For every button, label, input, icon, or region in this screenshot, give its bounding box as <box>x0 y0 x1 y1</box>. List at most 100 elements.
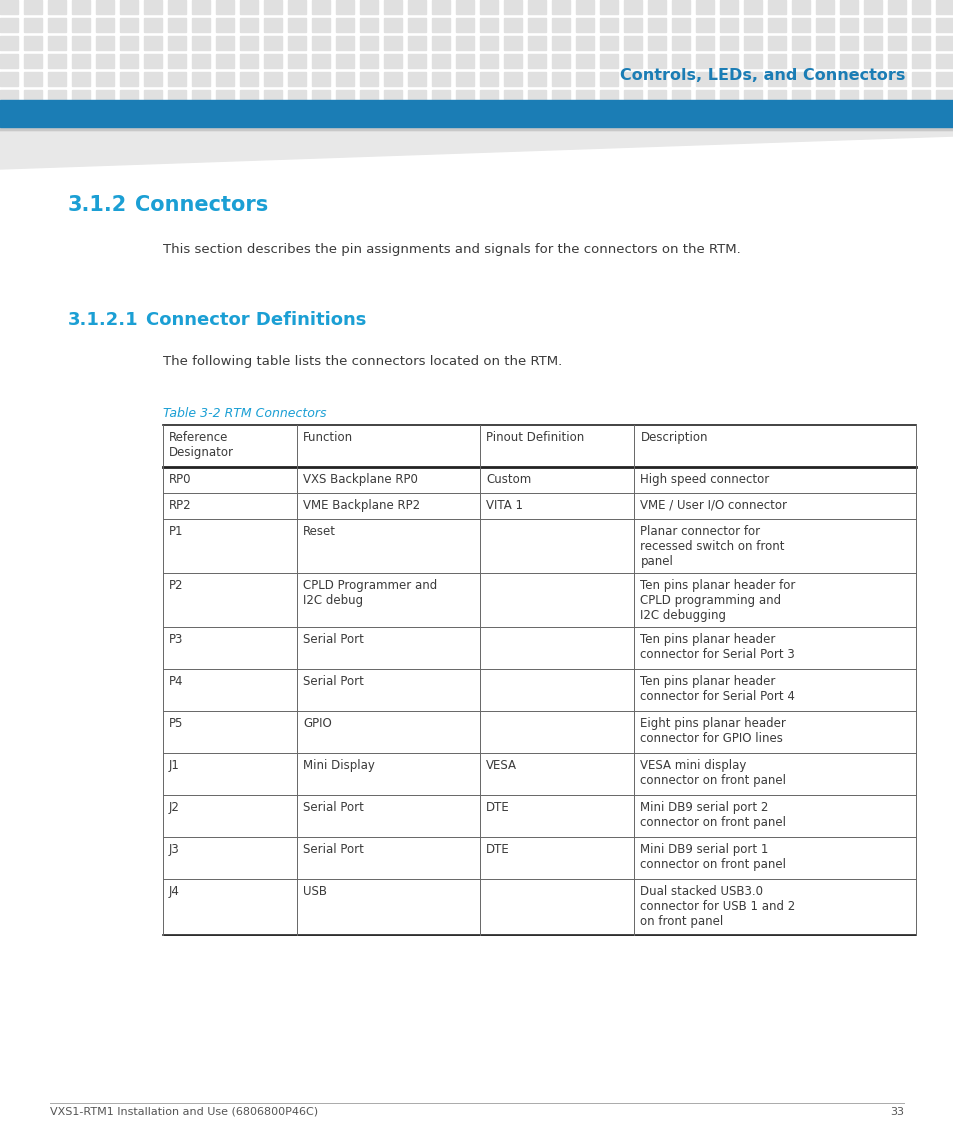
Text: P1: P1 <box>169 526 183 538</box>
Text: Table 3-2 RTM Connectors: Table 3-2 RTM Connectors <box>163 406 326 420</box>
Bar <box>743 72 761 86</box>
Bar <box>623 54 641 68</box>
Text: Description: Description <box>639 431 707 444</box>
Bar <box>527 0 545 14</box>
Bar <box>456 0 474 14</box>
Bar <box>647 72 665 86</box>
Bar <box>0 90 18 104</box>
Text: Planar connector for
recessed switch on front
panel: Planar connector for recessed switch on … <box>639 526 784 568</box>
Bar <box>359 90 377 104</box>
Bar <box>935 90 953 104</box>
Bar <box>935 72 953 86</box>
Bar <box>911 72 929 86</box>
Bar <box>887 108 905 123</box>
Bar <box>456 108 474 123</box>
Bar <box>144 18 162 32</box>
Text: P3: P3 <box>169 633 183 646</box>
Bar <box>647 18 665 32</box>
Bar <box>264 35 282 50</box>
Bar <box>96 54 113 68</box>
Bar <box>767 72 785 86</box>
Text: 33: 33 <box>889 1107 903 1118</box>
Bar <box>623 18 641 32</box>
Bar <box>432 72 450 86</box>
Bar <box>192 35 210 50</box>
Bar <box>120 90 138 104</box>
Bar <box>647 90 665 104</box>
Bar <box>384 54 401 68</box>
Bar <box>671 90 689 104</box>
Bar <box>0 35 18 50</box>
Bar <box>479 90 497 104</box>
Bar <box>791 72 809 86</box>
Bar <box>599 54 618 68</box>
Bar <box>24 108 42 123</box>
Bar <box>863 72 882 86</box>
Bar <box>0 0 18 14</box>
Bar <box>623 90 641 104</box>
Bar <box>408 90 426 104</box>
Bar <box>264 90 282 104</box>
Text: P2: P2 <box>169 579 183 592</box>
Bar <box>264 0 282 14</box>
Bar <box>215 18 233 32</box>
Text: J2: J2 <box>169 802 180 814</box>
Bar <box>863 18 882 32</box>
Text: USB: USB <box>303 885 327 898</box>
Bar <box>767 35 785 50</box>
Bar <box>767 54 785 68</box>
Bar <box>671 54 689 68</box>
Bar <box>312 108 330 123</box>
Bar <box>120 72 138 86</box>
Bar <box>120 18 138 32</box>
Bar <box>576 0 594 14</box>
Text: RP0: RP0 <box>169 473 192 485</box>
Bar <box>911 0 929 14</box>
Bar <box>552 90 569 104</box>
Text: Ten pins planar header
connector for Serial Port 4: Ten pins planar header connector for Ser… <box>639 676 795 703</box>
Text: J1: J1 <box>169 759 180 772</box>
Bar <box>359 108 377 123</box>
Bar <box>264 54 282 68</box>
Bar <box>456 35 474 50</box>
Bar <box>599 18 618 32</box>
Bar <box>696 72 713 86</box>
Bar <box>671 0 689 14</box>
Bar <box>791 90 809 104</box>
Bar <box>552 35 569 50</box>
Bar <box>863 0 882 14</box>
Bar <box>432 54 450 68</box>
Text: Serial Port: Serial Port <box>303 843 363 856</box>
Bar <box>264 18 282 32</box>
Bar <box>791 18 809 32</box>
Bar <box>815 54 833 68</box>
Bar <box>840 72 857 86</box>
Bar <box>144 0 162 14</box>
Bar <box>671 72 689 86</box>
Bar <box>815 108 833 123</box>
Bar <box>264 72 282 86</box>
Bar <box>743 18 761 32</box>
Bar <box>335 18 354 32</box>
Text: Ten pins planar header
connector for Serial Port 3: Ten pins planar header connector for Ser… <box>639 633 794 661</box>
Bar <box>863 108 882 123</box>
Bar <box>24 90 42 104</box>
Bar <box>456 90 474 104</box>
Bar <box>527 108 545 123</box>
Bar <box>215 90 233 104</box>
Bar <box>24 35 42 50</box>
Bar <box>527 35 545 50</box>
Bar <box>215 108 233 123</box>
Bar <box>335 108 354 123</box>
Bar <box>312 35 330 50</box>
Bar <box>359 0 377 14</box>
Bar <box>144 54 162 68</box>
Bar <box>408 108 426 123</box>
Bar <box>168 108 186 123</box>
Bar <box>647 35 665 50</box>
Bar <box>599 0 618 14</box>
Bar <box>0 100 953 127</box>
Bar <box>935 35 953 50</box>
Bar <box>168 0 186 14</box>
Bar <box>240 18 257 32</box>
